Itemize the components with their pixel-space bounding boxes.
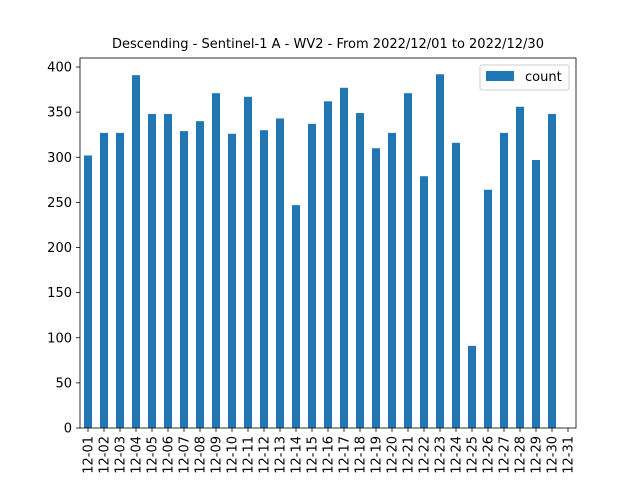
bar-12-25: [468, 345, 476, 428]
bar-12-23: [436, 74, 444, 429]
bar-12-15: [308, 123, 316, 428]
legend-swatch: [486, 71, 514, 81]
bar-12-13: [276, 118, 284, 429]
bar-12-20: [388, 132, 396, 428]
bar-12-19: [372, 148, 380, 429]
y-tick-label: 50: [55, 376, 72, 391]
bar-12-09: [212, 93, 220, 428]
bar-12-22: [420, 176, 428, 428]
bar-12-03: [116, 132, 124, 428]
x-tick-label-12-25: 12-25: [466, 436, 481, 474]
x-tick-label-12-31: 12-31: [562, 436, 577, 474]
x-tick-label-12-05: 12-05: [146, 436, 161, 474]
x-tick-label-12-29: 12-29: [530, 436, 545, 474]
bar-12-01: [84, 155, 92, 428]
x-tick-label-12-04: 12-04: [130, 436, 145, 474]
chart-title: Descending - Sentinel-1 A - WV2 - From 2…: [112, 37, 544, 52]
x-axis: 12-01 12-02 12-03 12-04 12-05 12-06 12-07 12-08…: [82, 428, 577, 474]
x-tick-label-12-11: 12-11: [242, 436, 257, 474]
bar-12-18: [356, 113, 364, 429]
bar-12-17: [340, 87, 348, 428]
bar-12-26: [484, 189, 492, 428]
x-tick-label-12-12: 12-12: [258, 436, 273, 474]
y-axis: 0 50 100 150 200 250 300 350 400: [47, 61, 80, 437]
x-tick-label-12-20: 12-20: [386, 436, 401, 474]
y-tick-label: 100: [47, 331, 72, 346]
bar-12-21: [404, 93, 412, 428]
y-tick-label: 150: [47, 286, 72, 301]
x-tick-label-12-15: 12-15: [306, 436, 321, 474]
x-tick-label-12-17: 12-17: [338, 436, 353, 474]
bar-12-05: [148, 113, 156, 428]
y-tick-label: 0: [64, 422, 72, 437]
bar-12-11: [244, 96, 252, 429]
x-tick-label-12-01: 12-01: [82, 436, 97, 474]
x-tick-label-12-03: 12-03: [114, 436, 129, 474]
legend-label: count: [525, 70, 562, 85]
x-tick-label-12-07: 12-07: [178, 436, 193, 474]
x-tick-label-12-10: 12-10: [226, 436, 241, 474]
bars-group: [84, 74, 556, 429]
x-tick-label-12-24: 12-24: [450, 436, 465, 474]
x-tick-label-12-22: 12-22: [418, 436, 433, 474]
bar-12-04: [132, 75, 140, 429]
x-tick-label-12-27: 12-27: [498, 436, 513, 474]
bar-12-16: [324, 101, 332, 428]
bar-12-12: [260, 130, 268, 428]
x-tick-label-12-26: 12-26: [482, 436, 497, 474]
x-tick-label-12-30: 12-30: [546, 436, 561, 474]
bar-12-30: [548, 113, 556, 428]
x-tick-label-12-18: 12-18: [354, 436, 369, 474]
y-tick-label: 200: [47, 241, 72, 256]
bar-12-02: [100, 132, 108, 428]
legend: count: [479, 64, 570, 91]
y-tick-label: 300: [47, 151, 72, 166]
bar-12-29: [532, 159, 540, 429]
bar-12-07: [180, 131, 188, 428]
bar-12-06: [164, 113, 172, 428]
x-tick-label-12-21: 12-21: [402, 436, 417, 474]
x-tick-label-12-23: 12-23: [434, 436, 449, 474]
x-tick-label-12-14: 12-14: [290, 436, 305, 474]
bar-12-14: [292, 205, 300, 428]
y-tick-label: 400: [47, 61, 72, 76]
x-tick-label-12-16: 12-16: [322, 436, 337, 474]
y-tick-label: 350: [47, 106, 72, 121]
x-tick-label-12-02: 12-02: [98, 436, 113, 474]
x-tick-label-12-19: 12-19: [370, 436, 385, 474]
bar-12-27: [500, 132, 508, 428]
x-tick-label-12-06: 12-06: [162, 436, 177, 474]
y-tick-label: 250: [47, 196, 72, 211]
bar-12-10: [228, 133, 236, 429]
bar-12-28: [516, 106, 524, 428]
x-tick-label-12-09: 12-09: [210, 436, 225, 474]
x-tick-label-12-08: 12-08: [194, 436, 209, 474]
x-tick-label-12-13: 12-13: [274, 436, 289, 474]
x-tick-label-12-28: 12-28: [514, 436, 529, 474]
bar-12-08: [196, 121, 204, 429]
plot-frame: [79, 57, 577, 429]
bar-12-24: [452, 142, 460, 428]
